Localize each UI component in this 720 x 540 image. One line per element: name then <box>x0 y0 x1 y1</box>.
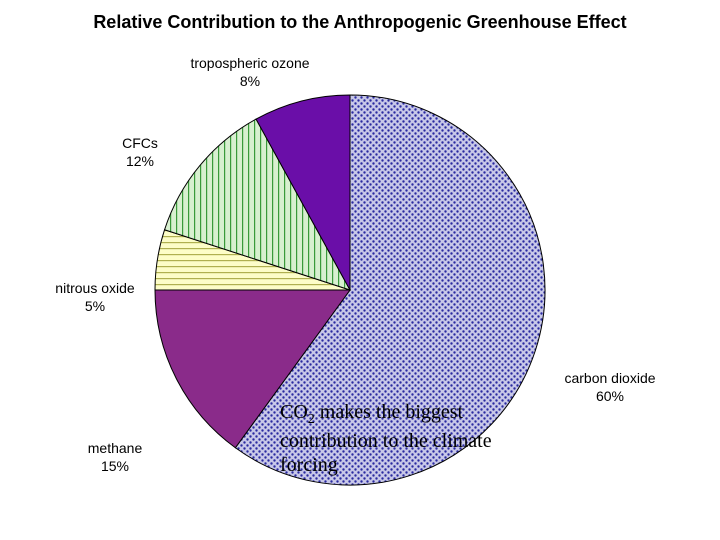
pie-chart: Relative Contribution to the Anthropogen… <box>0 0 720 540</box>
label-cfcs: CFCs 12% <box>122 135 158 170</box>
label-nitrous-oxide: nitrous oxide 5% <box>55 280 134 315</box>
label-carbon-dioxide: carbon dioxide 60% <box>564 370 655 405</box>
annotation-text: CO2 makes the biggest contribution to th… <box>280 400 520 477</box>
label-methane: methane 15% <box>88 440 142 475</box>
label-tropo-ozone: tropospheric ozone 8% <box>190 55 309 90</box>
